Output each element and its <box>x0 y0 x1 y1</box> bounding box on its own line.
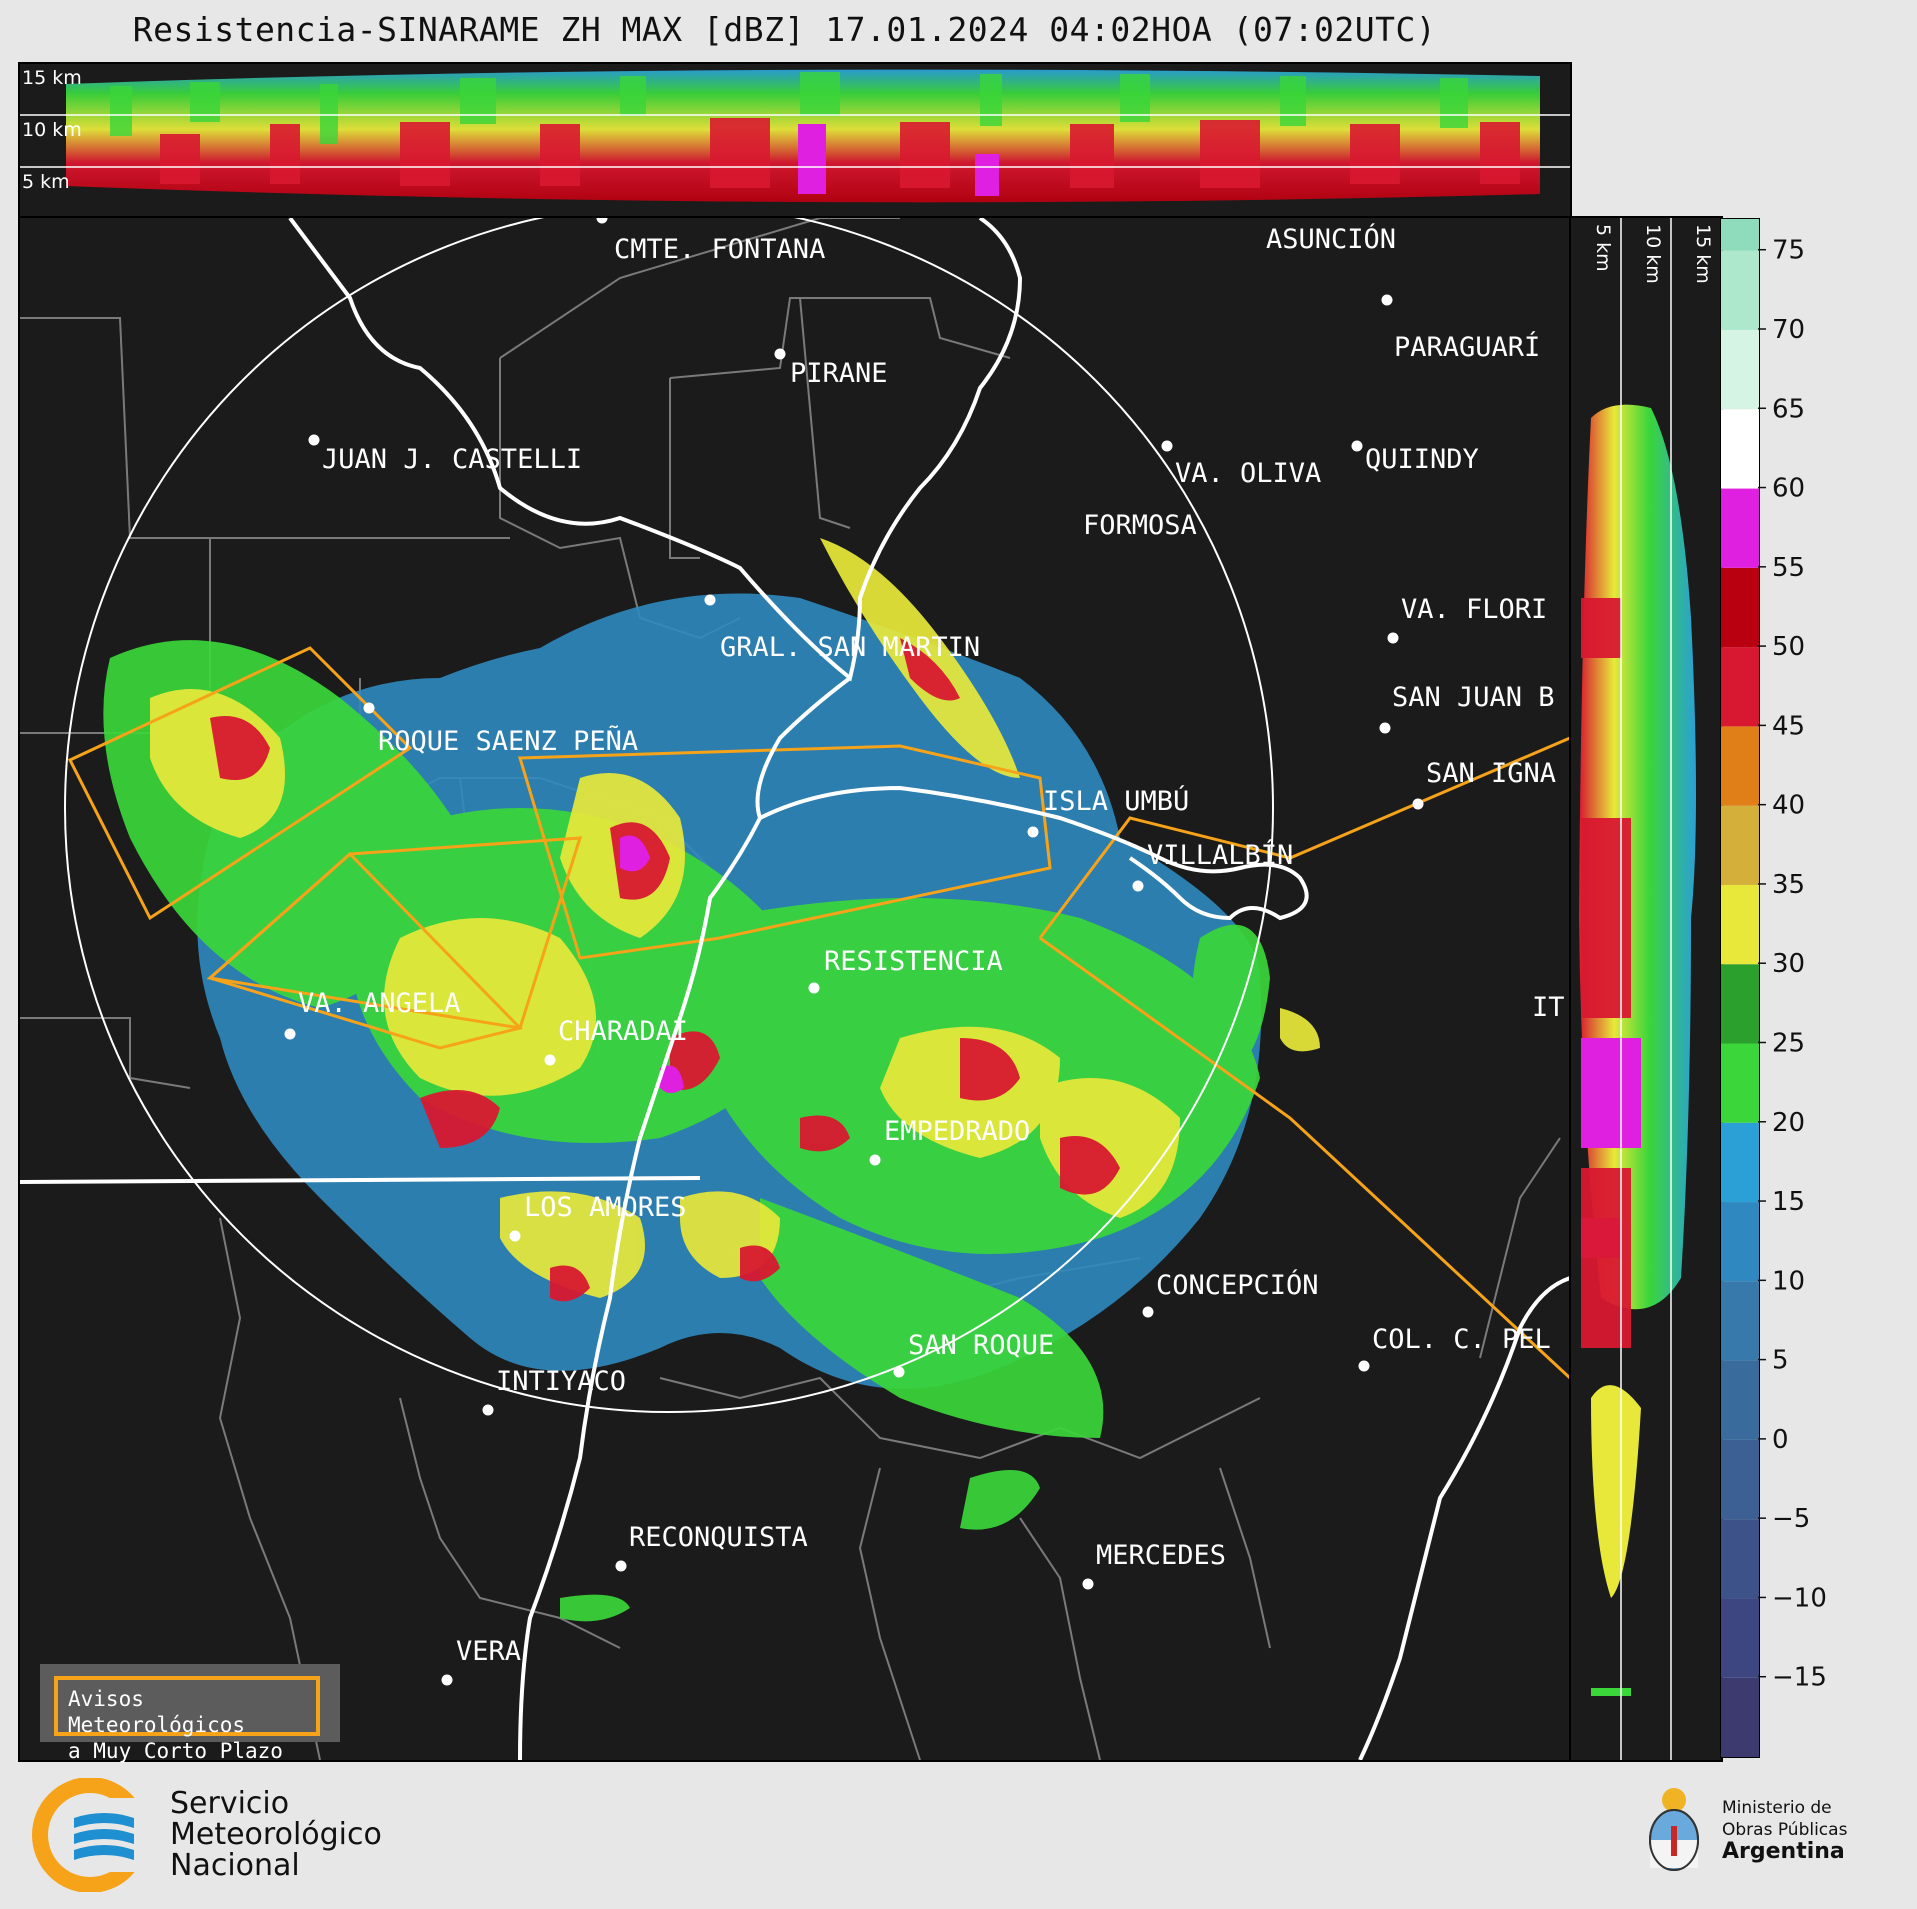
city-label: FORMOSA <box>1083 510 1197 541</box>
chart-title: Resistencia-SINARAME ZH MAX [dBZ] 17.01.… <box>132 10 1437 49</box>
smn-line3: Nacional <box>170 1848 300 1883</box>
colorbar-band <box>1721 647 1759 727</box>
colorbar-tick-label: −15 <box>1772 1663 1827 1693</box>
side-label-5km: 5 km <box>1592 224 1614 272</box>
colorbar-band <box>1721 1519 1759 1599</box>
city-label: QUIINDY <box>1365 444 1479 475</box>
colorbar-band <box>1721 1439 1759 1520</box>
city-label: VA. ANGELA <box>298 988 461 1019</box>
range-ring <box>64 218 1274 1413</box>
warning-polygons <box>67 646 1570 1380</box>
colorbar-tick-label: −10 <box>1772 1583 1827 1613</box>
city-label: CONCEPCIÓN <box>1156 1269 1319 1301</box>
colorbar-band <box>1721 1281 1759 1361</box>
city-markers <box>284 218 1424 1686</box>
ministry-line3: Argentina <box>1722 1839 1845 1864</box>
colorbar-band <box>1721 329 1759 410</box>
city-label: ROQUE SAENZ PEÑA <box>378 725 638 757</box>
warning-legend-line1: Avisos Meteorológicos <box>68 1687 246 1737</box>
city-label: VA. FLORI <box>1401 594 1547 625</box>
top-label-5km: 5 km <box>22 171 70 193</box>
city-label: VILLALBÍN <box>1147 839 1293 871</box>
side-label-15km: 15 km <box>1692 224 1714 284</box>
city-label: CMTE. FONTANA <box>614 234 825 265</box>
colorbar-tick-label: 75 <box>1772 236 1805 266</box>
colorbar-band <box>1721 1677 1759 1757</box>
colorbar-band <box>1721 567 1759 648</box>
colorbar-tick-label: 65 <box>1772 394 1805 424</box>
colorbar-tick-label: 45 <box>1772 711 1805 741</box>
city-labels: CMTE. FONTANA ASUNCIÓN PARAGUARÍ PIRANE … <box>298 223 1565 1667</box>
colorbar-band <box>1721 250 1759 330</box>
city-label: PARAGUARÍ <box>1394 331 1540 363</box>
city-label: VERA <box>456 1636 521 1667</box>
city-label: RECONQUISTA <box>629 1522 808 1553</box>
colorbar-band <box>1721 409 1759 489</box>
radar-map: CMTE. FONTANA ASUNCIÓN PARAGUARÍ PIRANE … <box>18 216 1572 1762</box>
colorbar-tick-label: 20 <box>1772 1108 1805 1138</box>
city-label: GRAL. SAN MARTIN <box>720 632 980 663</box>
top-label-10km: 10 km <box>22 119 82 141</box>
colorbar-tick-label: 70 <box>1772 315 1805 345</box>
warning-legend: Avisos Meteorológicos a Muy Corto Plazo <box>40 1664 340 1763</box>
rivers-borders <box>20 218 1570 1760</box>
colorbar-band <box>1721 1202 1759 1282</box>
colorbar-band <box>1721 964 1759 1044</box>
city-label: SAN IGNA <box>1426 758 1556 789</box>
city-label: MERCEDES <box>1096 1540 1226 1571</box>
colorbar-band <box>1721 219 1759 251</box>
colorbar-tick-label: 40 <box>1772 791 1805 821</box>
city-label: IT <box>1532 992 1565 1023</box>
side-height-profile: 5 km 10 km 15 km <box>1569 216 1723 1762</box>
city-label: LOS AMORES <box>524 1192 687 1223</box>
colorbar-band <box>1721 488 1759 568</box>
city-label: INTIYACO <box>496 1366 626 1397</box>
colorbar-tick-label: 15 <box>1772 1187 1805 1217</box>
city-label: PIRANE <box>790 358 888 389</box>
ministry-line2: Obras Públicas <box>1722 1820 1848 1840</box>
city-label: RESISTENCIA <box>824 946 1003 977</box>
colorbar-tick-label: 10 <box>1772 1266 1805 1296</box>
warning-legend-line2: a Muy Corto Plazo <box>68 1739 283 1763</box>
colorbar-tick-label: 25 <box>1772 1028 1805 1058</box>
dbz-colorbar <box>1720 218 1760 1758</box>
radar-echo-extreme <box>620 835 684 1093</box>
city-label: COL. C. PEL <box>1372 1324 1551 1355</box>
colorbar-band <box>1721 1043 1759 1123</box>
top-label-15km: 15 km <box>22 67 82 89</box>
city-label: SAN ROQUE <box>908 1330 1054 1361</box>
colorbar-tick-label: 50 <box>1772 632 1805 662</box>
warning-legend-frame: Avisos Meteorológicos a Muy Corto Plazo <box>54 1676 320 1763</box>
colorbar-band <box>1721 1122 1759 1203</box>
colorbar-tick-label: 35 <box>1772 870 1805 900</box>
colorbar-band <box>1721 884 1759 965</box>
colorbar-tick-label: 60 <box>1772 474 1805 504</box>
colorbar-tick-label: 5 <box>1772 1346 1789 1376</box>
colorbar-band <box>1721 805 1759 885</box>
colorbar-tick-label: 30 <box>1772 949 1805 979</box>
colorbar-ticks: 75 70 65 60 55 50 45 40 35 30 25 20 15 10 5 0 −5 −10 −15 <box>1758 218 1878 1758</box>
city-label: EMPEDRADO <box>884 1116 1030 1147</box>
colorbar-band <box>1721 726 1759 806</box>
argentina-coat-of-arms-icon <box>1645 1782 1703 1882</box>
colorbar-tick-label: −5 <box>1772 1504 1810 1534</box>
city-label: ASUNCIÓN <box>1266 223 1396 255</box>
colorbar-tick-label: 0 <box>1772 1425 1789 1455</box>
city-label: SAN JUAN B <box>1392 682 1555 713</box>
smn-logo-icon <box>30 1777 160 1893</box>
side-label-10km: 10 km <box>1642 224 1664 284</box>
colorbar-band <box>1721 1598 1759 1678</box>
smn-line2: Meteorológico <box>170 1817 382 1852</box>
smn-line1: Servicio <box>170 1786 290 1821</box>
ministry-wordmark: Ministerio de Obras Públicas Argentina <box>1722 1797 1847 1863</box>
smn-wordmark: Servicio Meteorológico Nacional <box>170 1788 382 1881</box>
colorbar-band <box>1721 1360 1759 1440</box>
colorbar-tick-label: 55 <box>1772 553 1805 583</box>
city-label: ISLA UMBÚ <box>1043 785 1189 817</box>
city-label: JUAN J. CASTELLI <box>322 444 582 475</box>
city-label: CHARADAI <box>558 1016 688 1047</box>
city-label: VA. OLIVA <box>1175 458 1321 489</box>
top-height-profile: 15 km 10 km 5 km <box>18 62 1572 218</box>
ministry-line1: Ministerio de <box>1722 1798 1832 1818</box>
